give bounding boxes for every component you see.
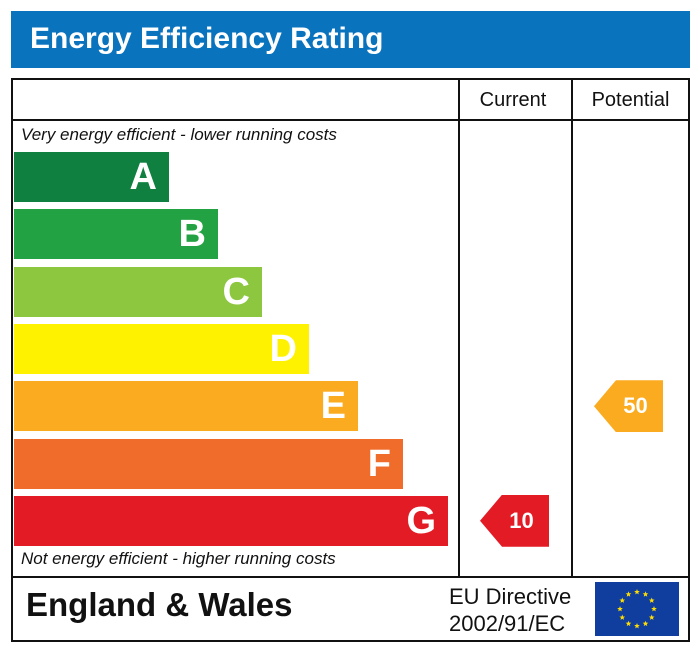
band-a: A <box>14 152 169 202</box>
eu-star-icon <box>642 591 649 597</box>
band-letter: F <box>367 442 391 485</box>
region-label: England & Wales <box>26 586 293 623</box>
bottom-caption: Not energy efficient - higher running co… <box>21 549 336 568</box>
potential-rating-value: 50 <box>623 393 648 419</box>
eu-star-icon <box>648 614 655 620</box>
eu-star-icon <box>642 620 649 627</box>
eu-star-icon <box>619 614 626 620</box>
eu-star-icon <box>651 606 657 612</box>
band-letter: G <box>406 499 436 542</box>
page-title: Energy Efficiency Rating <box>30 22 384 55</box>
eu-flag-icon <box>595 582 679 636</box>
band-c: C <box>14 266 262 317</box>
eu-star-icon <box>619 597 626 603</box>
eu-star-icon <box>634 589 640 595</box>
band-f: F <box>14 438 403 489</box>
footer-divider <box>13 576 688 578</box>
header-divider <box>13 119 688 121</box>
current-column-divider <box>458 80 460 576</box>
band-letter: C <box>222 270 250 313</box>
eu-star-icon <box>625 620 632 627</box>
band-letter: B <box>178 213 206 256</box>
current-column-header: Current <box>479 89 547 111</box>
band-letter: A <box>129 156 157 198</box>
eu-star-icon <box>648 597 655 603</box>
directive-number: 2002/91/EC <box>449 611 566 636</box>
top-caption: Very energy efficient - lower running co… <box>21 125 337 144</box>
rating-table <box>11 78 690 642</box>
eu-star-icon <box>617 606 623 612</box>
band-d: D <box>14 323 309 374</box>
band-g: G <box>14 495 448 546</box>
band-letter: D <box>269 327 297 370</box>
band-letter: E <box>320 385 346 428</box>
potential-column-header: Potential <box>591 89 670 111</box>
eu-star-icon <box>625 591 632 597</box>
potential-column-divider <box>571 80 573 576</box>
eu-star-icon <box>634 623 640 629</box>
title-bar <box>11 11 690 68</box>
current-rating-value: 10 <box>509 507 534 533</box>
band-b: B <box>14 209 218 260</box>
directive-label: EU Directive <box>449 584 572 609</box>
band-e: E <box>14 381 358 432</box>
